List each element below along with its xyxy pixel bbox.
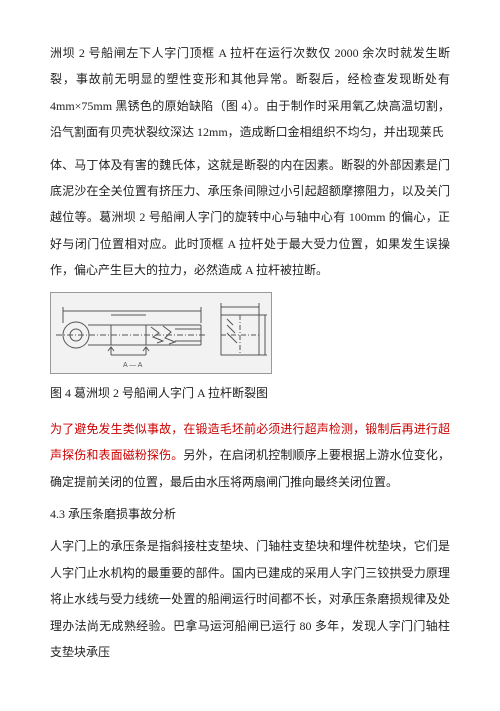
- section-4-3-title: 4.3 承压条磨损事故分析: [50, 501, 450, 527]
- paragraph-4: 人字门上的承压条是指斜接柱支垫块、门轴柱支垫块和埋件枕垫块，它们是人字门止水机构…: [50, 533, 450, 665]
- figure-4-image: A — A: [50, 292, 272, 374]
- figure-4-caption: 图 4 葛洲坝 2 号船闸人字门 A 拉杆断裂图: [50, 380, 450, 406]
- paragraph-1: 洲坝 2 号船闸左下人字门顶框 A 拉杆在运行次数仅 2000 余次时就发生断裂…: [50, 40, 450, 146]
- paragraph-2: 体、马丁体及有害的魏氏体，这就是断裂的内在因素。断裂的外部因素是门底泥沙在全关位…: [50, 152, 450, 284]
- figure-4: A — A: [50, 292, 450, 374]
- paragraph-3: 为了避免发生类似事故，在锻造毛坯前必须进行超声检测，锻制后再进行超声探伤和表面磁…: [50, 416, 450, 495]
- svg-text:A — A: A — A: [123, 362, 143, 369]
